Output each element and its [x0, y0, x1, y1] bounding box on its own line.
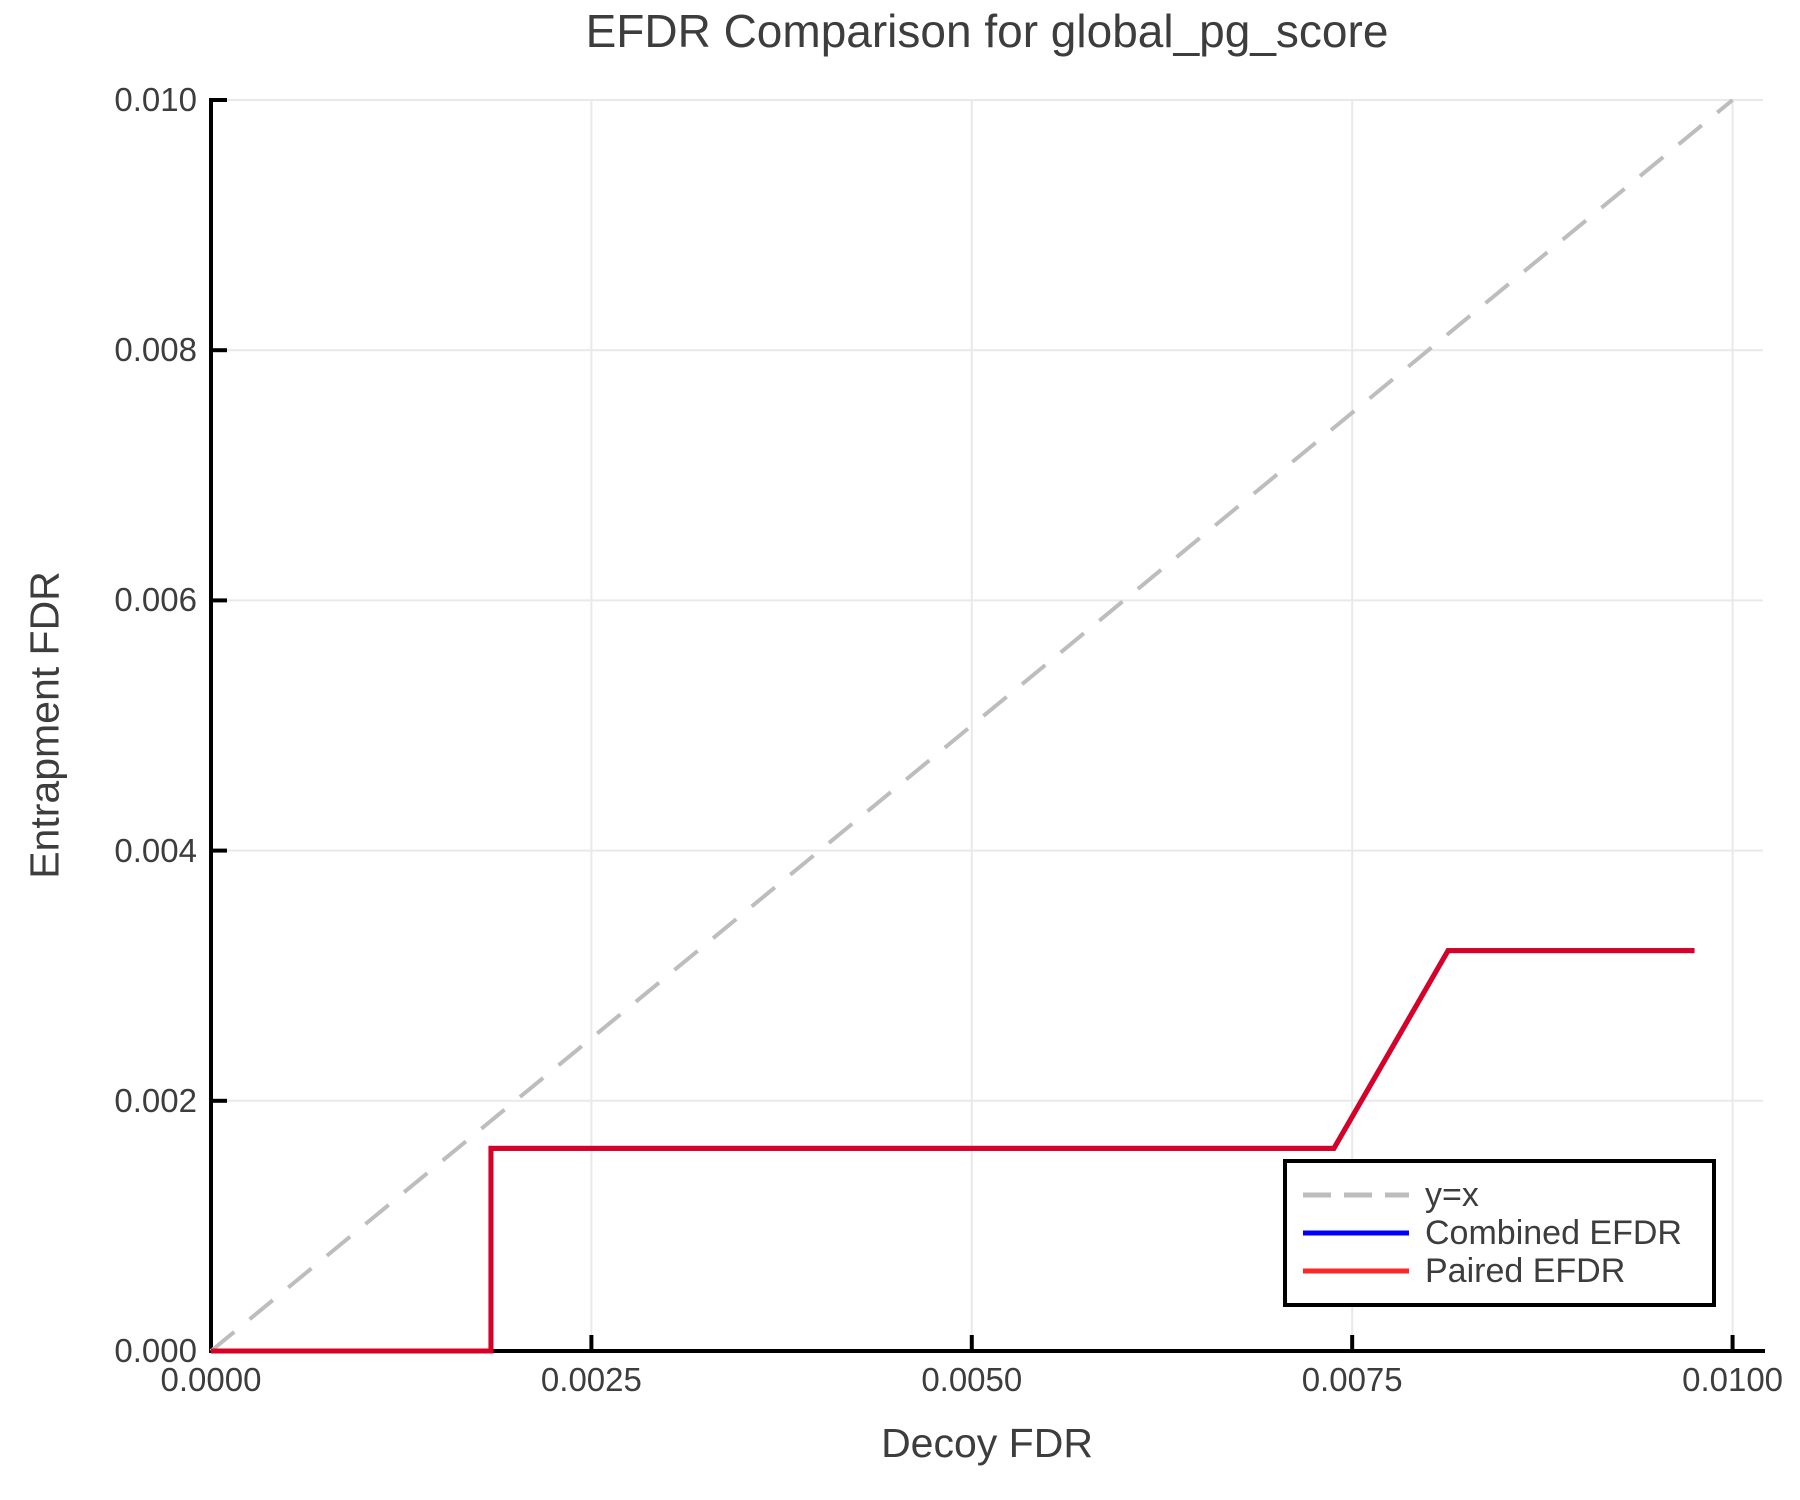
legend-label: Paired EFDR — [1425, 1252, 1626, 1290]
y-tick-label: 0.002 — [114, 1081, 197, 1119]
y-tick-label: 0.010 — [114, 81, 197, 118]
y-tick-label: 0.008 — [114, 331, 197, 369]
x-tick-label: 0.0025 — [540, 1361, 642, 1398]
legend-label: Combined EFDR — [1425, 1214, 1682, 1252]
x-axis-label: Decoy FDR — [881, 1420, 1093, 1466]
x-tick-label: 0.0050 — [921, 1361, 1023, 1398]
legend-item: Combined EFDR — [1301, 1214, 1712, 1252]
series-line-2 — [211, 948, 1695, 1354]
x-tick-label: 0.0075 — [1301, 1361, 1403, 1398]
x-tick-label: 0.0100 — [1682, 1361, 1784, 1398]
legend-swatch-0 — [1303, 1192, 1409, 1198]
legend-swatch-2 — [1303, 1268, 1409, 1274]
y-tick-label: 0.004 — [114, 831, 197, 869]
legend-label: y=x — [1425, 1176, 1479, 1214]
chart-title: EFDR Comparison for global_pg_score — [585, 5, 1389, 57]
y-tick-label: 0.000 — [114, 1332, 197, 1369]
y-tick-label: 0.006 — [114, 581, 197, 619]
series-line-0 — [209, 98, 1734, 1353]
legend-item: Paired EFDR — [1301, 1252, 1712, 1290]
legend: y=x Combined EFDR Paired EFDR — [1283, 1159, 1716, 1307]
legend-swatch-1 — [1303, 1230, 1409, 1236]
legend-item: y=x — [1301, 1176, 1712, 1214]
x-tick-label: 0.0000 — [160, 1361, 262, 1398]
